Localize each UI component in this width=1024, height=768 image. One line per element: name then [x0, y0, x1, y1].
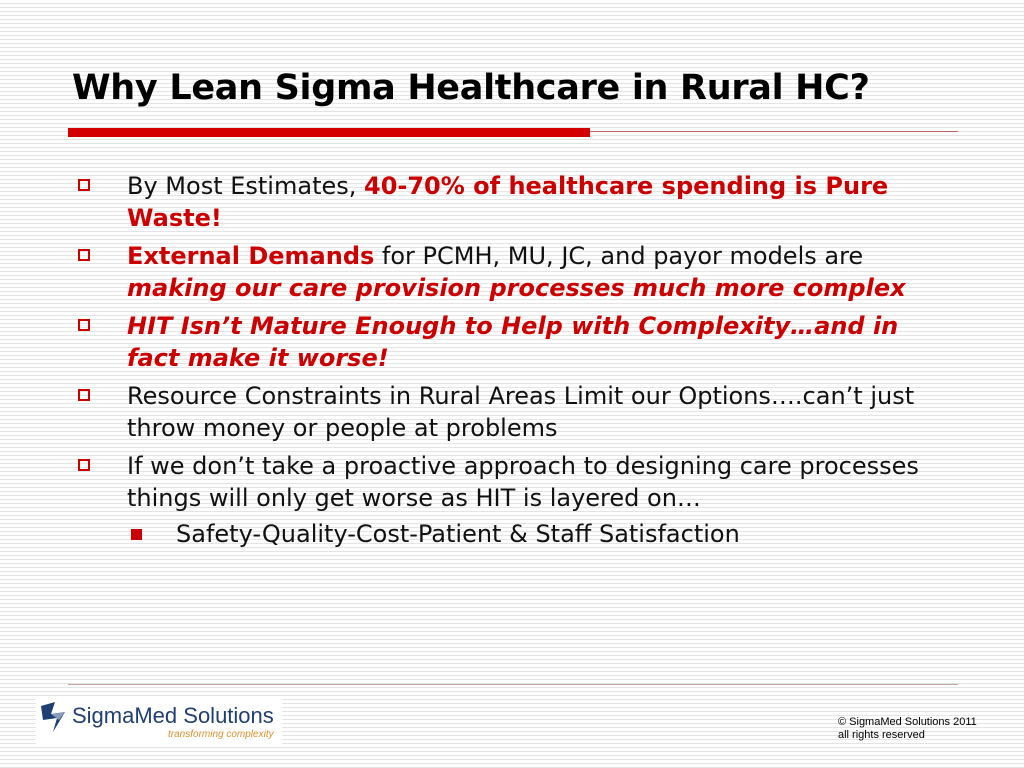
bullet-2-emphasis-italic: making our care provision processes much… [127, 274, 906, 302]
footer-divider [68, 684, 958, 685]
filled-square-bullet-icon [131, 529, 142, 540]
hollow-square-bullet-icon [78, 249, 90, 261]
copyright-line-2: all rights reserved [838, 729, 925, 741]
copyright-notice: © SigmaMed Solutions 2011 all rights res… [838, 716, 977, 742]
hollow-square-bullet-icon [78, 459, 90, 471]
bullet-4-text: Resource Constraints in Rural Areas Limi… [127, 382, 915, 442]
sub-bullet-item: Safety-Quality-Cost-Patient & Staff Sati… [76, 518, 936, 550]
sub-bullet-text: Safety-Quality-Cost-Patient & Staff Sati… [176, 520, 740, 548]
hollow-square-bullet-icon [78, 319, 90, 331]
bullet-item-4: Resource Constraints in Rural Areas Limi… [76, 380, 936, 444]
hollow-square-bullet-icon [78, 389, 90, 401]
hollow-square-bullet-icon [78, 179, 90, 191]
copyright-line-1: © SigmaMed Solutions 2011 [838, 716, 977, 728]
bullet-item-5: If we don’t take a proactive approach to… [76, 450, 936, 550]
bullet-item-1: By Most Estimates, 40-70% of healthcare … [76, 170, 936, 234]
bullet-5-text: If we don’t take a proactive approach to… [127, 452, 919, 512]
bullet-item-2: External Demands for PCMH, MU, JC, and p… [76, 240, 936, 304]
bullet-1-text: By Most Estimates, [127, 172, 364, 200]
bullet-1-emphasis: 40-70% of healthcare spending is Pure Wa… [127, 172, 889, 232]
bullet-2-emphasis: External Demands [127, 242, 375, 270]
bullet-3-emphasis-italic: HIT Isn’t Mature Enough to Help with Com… [127, 312, 899, 372]
slide-title: Why Lean Sigma Healthcare in Rural HC? [72, 68, 870, 108]
bullet-2-text: for PCMH, MU, JC, and payor models are [374, 242, 864, 270]
logo-name: SigmaMed Solutions [72, 703, 274, 728]
company-logo: SigmaMed Solutions transforming complexi… [36, 696, 282, 746]
sigmamed-logo-icon [41, 702, 65, 732]
bullet-list: By Most Estimates, 40-70% of healthcare … [76, 170, 936, 556]
bullet-item-3: HIT Isn’t Mature Enough to Help with Com… [76, 310, 936, 374]
title-underline-thin [590, 131, 958, 132]
title-underline-red [68, 128, 590, 137]
logo-tagline: transforming complexity [168, 729, 274, 740]
